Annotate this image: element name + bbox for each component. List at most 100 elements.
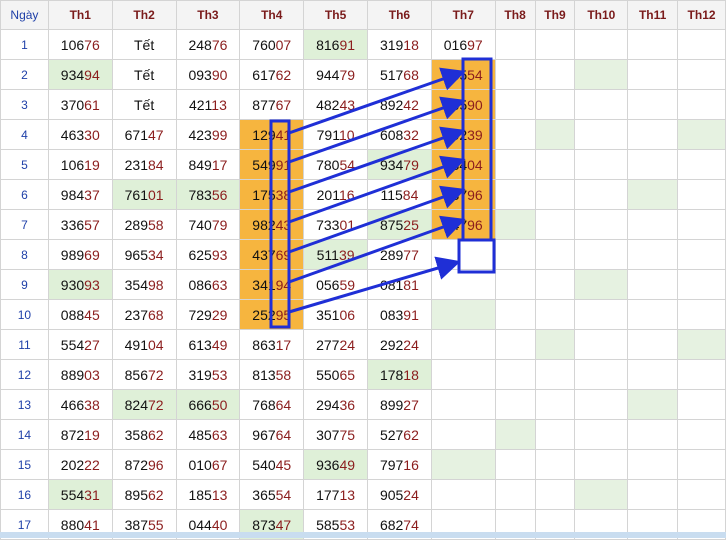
result-cell: 31953	[175, 359, 241, 390]
day-cell: 16	[0, 479, 49, 510]
result-cell	[627, 59, 679, 90]
table-row: 16 55431 89562 18513 36554 17713 90524	[0, 479, 726, 510]
result-cell	[534, 479, 576, 510]
result-cell: 33657	[47, 209, 113, 240]
result-cell	[430, 299, 496, 330]
result-cell: 29436	[303, 389, 368, 420]
result-cell: Tết	[111, 29, 177, 60]
result-cell: 17818	[367, 359, 432, 390]
result-cell: 20116	[303, 179, 368, 210]
result-cell	[574, 419, 629, 450]
result-cell	[677, 269, 726, 300]
header-month-3: Th3	[175, 0, 241, 30]
result-cell	[534, 239, 576, 270]
table-row: 10 08845 23768 72929 25295 35106 08391	[0, 299, 726, 330]
result-cell	[677, 239, 726, 270]
header-day: Ngày	[0, 0, 49, 30]
result-cell: 28977	[367, 239, 432, 270]
result-cell: 11584	[367, 179, 432, 210]
result-cell: 08663	[175, 269, 241, 300]
result-cell	[574, 269, 629, 300]
result-cell: 81691	[303, 29, 368, 60]
header-month-5: Th5	[303, 0, 368, 30]
result-cell: 01697	[430, 29, 496, 60]
result-cell: 43769	[239, 239, 305, 270]
result-cell	[430, 239, 496, 270]
result-cell: 52762	[367, 419, 432, 450]
table-row: 12 88903 85672 31953 81358 55065 17818	[0, 359, 726, 390]
result-cell: 24876	[175, 29, 241, 60]
result-cell	[627, 149, 679, 180]
bottom-bar	[0, 532, 726, 538]
result-cell: 08391	[367, 299, 432, 330]
day-cell: 7	[0, 209, 49, 240]
result-cell: 87296	[111, 449, 177, 480]
result-cell: 54045	[239, 449, 305, 480]
result-cell	[574, 29, 629, 60]
result-cell: 09390	[175, 59, 241, 90]
result-cell: 60832	[367, 119, 432, 150]
result-cell: 01067	[175, 449, 241, 480]
table-row: 6 98437 76101 78356 17538 20116 11584 78796	[0, 179, 726, 210]
result-cell	[534, 29, 576, 60]
result-cell: 55065	[303, 359, 368, 390]
result-cell	[574, 359, 629, 390]
result-cell	[534, 419, 576, 450]
table-row: 8 98969 96534 62593 43769 51139 28977	[0, 239, 726, 270]
result-cell: 08845	[47, 299, 113, 330]
result-cell: 35862	[111, 419, 177, 450]
table-row: 11 55427 49104 61349 86317 27724 29224	[0, 329, 726, 360]
result-cell: 10619	[47, 149, 113, 180]
table-row: 9 93093 35498 08663 34194 05659 08181	[0, 269, 726, 300]
result-cell	[494, 419, 536, 450]
header-month-6: Th6	[367, 0, 432, 30]
result-cell: 34194	[239, 269, 305, 300]
result-cell: 23768	[111, 299, 177, 330]
day-cell: 2	[0, 59, 49, 90]
day-cell: 11	[0, 329, 49, 360]
result-cell: 10676	[47, 29, 113, 60]
result-cell	[677, 359, 726, 390]
result-cell	[534, 329, 576, 360]
result-cell: 93494	[47, 59, 113, 90]
result-cell: 68404	[430, 149, 496, 180]
result-cell	[534, 59, 576, 90]
result-cell: 48243	[303, 89, 368, 120]
result-cell	[574, 119, 629, 150]
result-cell	[627, 299, 679, 330]
header-month-4: Th4	[239, 0, 305, 30]
result-cell: 76007	[239, 29, 305, 60]
table-row: 15 20222 87296 01067 54045 93649 79716	[0, 449, 726, 480]
day-cell: 4	[0, 119, 49, 150]
table-row: 5 10619 23184 84917 54991 78054 93479 68404	[0, 149, 726, 180]
result-cell: 42113	[175, 89, 241, 120]
result-cell	[677, 389, 726, 420]
header-row: Ngày Th1 Th2 Th3 Th4 Th5 Th6 Th7 Th8 Th9 Th10 Th11 T…	[0, 0, 726, 30]
result-cell: 29224	[367, 329, 432, 360]
result-cell: Tết	[111, 89, 177, 120]
result-cell: 87219	[47, 419, 113, 450]
result-cell: 30775	[303, 419, 368, 450]
result-cell: 76101	[111, 179, 177, 210]
result-cell	[677, 449, 726, 480]
table-row: 14 87219 35862 48563 96764 30775 52762	[0, 419, 726, 450]
result-cell	[430, 419, 496, 450]
result-cell	[534, 179, 576, 210]
result-cell	[627, 389, 679, 420]
result-cell: 79110	[303, 119, 368, 150]
table-row: 2 93494 Tết 09390 61762 94479 51768 53554	[0, 59, 726, 90]
result-cell: 86317	[239, 329, 305, 360]
result-cell	[494, 239, 536, 270]
result-cell: 53554	[430, 59, 496, 90]
result-cell	[534, 269, 576, 300]
result-cell: 96764	[239, 419, 305, 450]
result-cell: 98437	[47, 179, 113, 210]
result-cell: 48563	[175, 419, 241, 450]
result-cell	[627, 29, 679, 60]
result-cell: 96534	[111, 239, 177, 270]
day-cell: 9	[0, 269, 49, 300]
header-month-2: Th2	[111, 0, 177, 30]
result-cell	[677, 209, 726, 240]
